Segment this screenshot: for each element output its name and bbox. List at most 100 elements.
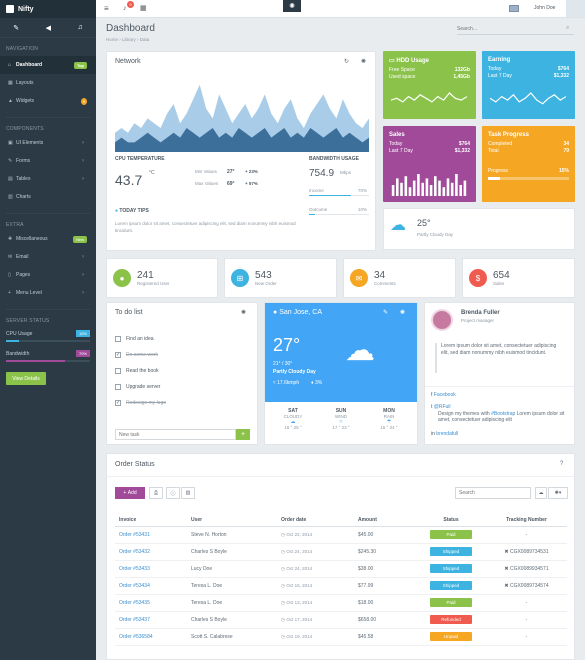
- magic-icon[interactable]: ✎: [13, 24, 20, 32]
- download-button[interactable]: ☁: [535, 487, 547, 499]
- chevron-right-icon: ›: [82, 254, 84, 260]
- invoice-link[interactable]: Order #536584: [115, 628, 191, 646]
- delete-button[interactable]: ▥: [181, 487, 195, 499]
- column-header[interactable]: Order date: [281, 514, 358, 527]
- checkbox[interactable]: [115, 384, 121, 390]
- settings-gear-icon[interactable]: ✺: [283, 0, 301, 12]
- twitter-link[interactable]: t @RFuil: [431, 404, 451, 410]
- column-header[interactable]: Tracking Number: [486, 514, 567, 527]
- edit-icon[interactable]: ✎: [383, 310, 389, 316]
- drop-icon: ♦: [311, 380, 314, 386]
- checkbox[interactable]: [115, 336, 121, 342]
- tracking-number: -: [525, 616, 528, 623]
- print-button[interactable]: ⎙: [149, 487, 163, 499]
- sidebar-item-label: Menu Level: [16, 290, 42, 296]
- sidebar-item-charts[interactable]: ▥ Charts: [0, 188, 96, 206]
- sidebar-item-pages[interactable]: ▯ Pages ›: [0, 266, 96, 284]
- sidebar-item-widgets[interactable]: ▲ Widgets 9: [0, 92, 96, 110]
- todo-item[interactable]: Read the book: [115, 363, 251, 379]
- add-button[interactable]: + Add: [115, 487, 145, 499]
- todo-item[interactable]: ✓ Do some work: [115, 347, 251, 363]
- sidebar-item-dashboard[interactable]: ⌂ Dashboard Top: [0, 56, 96, 74]
- todo-item[interactable]: Find an idea: [115, 331, 251, 347]
- sidebar-item-ui-elements[interactable]: ▣ UI Elements ›: [0, 134, 96, 152]
- cpu-usage: CPU Usage 15%: [0, 330, 96, 337]
- order-date-text: Oct 24, 2014: [286, 565, 313, 571]
- nav-section-label: NAVIGATION: [6, 46, 39, 52]
- sidebar-item-miscellaneous[interactable]: ✚ Miscellaneous New: [0, 230, 96, 248]
- invoice-link[interactable]: Order #53432: [115, 543, 191, 561]
- order-search-input[interactable]: [455, 487, 531, 499]
- checkbox[interactable]: ✓: [115, 352, 121, 358]
- stat-label: New Order: [255, 281, 277, 286]
- info-button[interactable]: ⓘ: [166, 487, 180, 499]
- invoice-link[interactable]: Order #53435: [115, 594, 191, 612]
- sidebar-item-tables[interactable]: ▤ Tables ›: [0, 170, 96, 188]
- facebook-link[interactable]: f Facebook: [431, 392, 456, 398]
- add-task-button[interactable]: +: [236, 429, 250, 440]
- avatar[interactable]: [431, 309, 453, 331]
- bell-icon[interactable]: ♫: [77, 24, 83, 31]
- avatar[interactable]: [566, 0, 585, 17]
- checkbox[interactable]: [115, 368, 121, 374]
- sidebar-item-forms[interactable]: ✎ Forms ›: [0, 152, 96, 170]
- megaphone-icon[interactable]: ◀: [45, 24, 51, 32]
- search-icon[interactable]: ⌕: [566, 25, 570, 31]
- column-header[interactable]: Status: [416, 514, 486, 527]
- earning-tile: Earning Today $764 Last 7 Day $1,332: [482, 51, 575, 119]
- invoice-link[interactable]: Order #53437: [115, 611, 191, 629]
- todo-item[interactable]: Upgrade server: [115, 379, 251, 395]
- bell-icon[interactable]: ♪: [123, 5, 127, 12]
- weather-location: ● San Jose, CA: [273, 309, 322, 316]
- invoice-link[interactable]: Order #53434: [115, 577, 191, 595]
- help-icon[interactable]: ?: [560, 461, 564, 467]
- column-header[interactable]: Amount: [358, 514, 416, 527]
- column-header[interactable]: Invoice: [115, 514, 191, 527]
- tweet-pre: Design my themes with: [438, 411, 492, 417]
- info-icon: ⓘ: [170, 490, 176, 497]
- sidebar-item-layouts[interactable]: ▦ Layouts: [0, 74, 96, 92]
- linkedin-link[interactable]: in brendafull: [431, 431, 458, 437]
- cloud-download-icon: ☁: [538, 490, 544, 496]
- menu-icon[interactable]: ≡: [104, 4, 109, 13]
- new-task-input[interactable]: [115, 429, 236, 440]
- search-input[interactable]: [457, 23, 574, 35]
- stat-card-sales: $654 Sales: [462, 258, 575, 298]
- checkbox[interactable]: ✓: [115, 400, 121, 406]
- tweet-hashtag[interactable]: #Bootstrap: [491, 411, 516, 417]
- tips-title-text: TODAY TIPS: [119, 208, 149, 214]
- tile-value: $764: [557, 66, 569, 72]
- status-badge: Paid: [430, 530, 472, 539]
- table-row: Order #53434 Teresa L. Doe ◷ Oct 15, 2014 $…: [115, 577, 567, 595]
- settings-dropdown[interactable]: ✺▾: [548, 487, 568, 499]
- view-details-button[interactable]: View Details: [6, 372, 46, 385]
- badge: New: [72, 235, 87, 243]
- gear-icon[interactable]: ✺: [361, 59, 367, 65]
- network-title: Network: [115, 58, 141, 65]
- tips-title: ● TODAY TIPS: [115, 208, 149, 214]
- sales-bar: [408, 187, 412, 196]
- question-icon: ●: [115, 208, 119, 214]
- bandwidth-value: 70%: [75, 350, 90, 357]
- sidebar-item-menu-level[interactable]: + Menu Level ›: [0, 284, 96, 302]
- apps-icon[interactable]: ▦: [140, 5, 147, 12]
- todo-item[interactable]: ✓ Redesign my logo: [115, 395, 251, 411]
- invoice-link[interactable]: Order #53431: [115, 526, 191, 544]
- sidebar-item-email[interactable]: ✉ Email ›: [0, 248, 96, 266]
- table-row: Order #536584 Scott S. Calabrese ◷ Oct 19,…: [115, 628, 567, 646]
- flag-icon[interactable]: [509, 5, 519, 12]
- user-name[interactable]: John Doe: [534, 5, 556, 11]
- sales-bar: [396, 178, 399, 196]
- income-value: 70%: [358, 188, 368, 193]
- column-header[interactable]: User: [191, 514, 281, 527]
- breadcrumb-item[interactable]: Library: [122, 37, 136, 42]
- breadcrumb-item[interactable]: Home: [106, 37, 119, 42]
- stat-card-orders: ⊞ 543 New Order: [224, 258, 337, 298]
- min-label: Min Values: [195, 169, 217, 174]
- brand[interactable]: Nifty: [0, 0, 96, 18]
- profile-name[interactable]: Brenda Fuller: [461, 310, 500, 316]
- refresh-icon[interactable]: ↻: [344, 59, 350, 65]
- gear-icon[interactable]: ✺: [400, 310, 406, 316]
- gear-icon[interactable]: ✺: [241, 310, 247, 316]
- invoice-link[interactable]: Order #53433: [115, 560, 191, 578]
